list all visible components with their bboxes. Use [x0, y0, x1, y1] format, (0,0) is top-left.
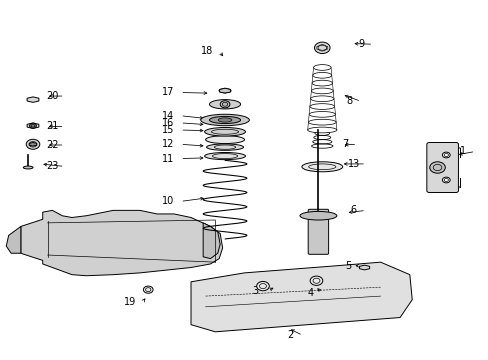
Text: 20: 20 [46, 91, 59, 101]
Circle shape [26, 139, 40, 149]
Ellipse shape [218, 118, 231, 122]
Polygon shape [29, 143, 37, 146]
Text: 14: 14 [162, 111, 174, 121]
FancyBboxPatch shape [426, 143, 458, 193]
Ellipse shape [209, 100, 240, 109]
Text: 3: 3 [252, 286, 258, 296]
Text: 18: 18 [201, 46, 213, 57]
Ellipse shape [309, 104, 334, 109]
Text: 22: 22 [46, 140, 59, 150]
FancyBboxPatch shape [307, 209, 328, 254]
Text: 19: 19 [124, 297, 136, 307]
Text: 4: 4 [306, 288, 312, 297]
Ellipse shape [307, 127, 336, 133]
Polygon shape [359, 265, 369, 270]
Text: 17: 17 [162, 87, 174, 98]
Polygon shape [27, 97, 39, 102]
Ellipse shape [308, 112, 335, 117]
Ellipse shape [311, 88, 332, 94]
Text: 7: 7 [341, 139, 347, 149]
Text: 21: 21 [46, 121, 59, 131]
Circle shape [442, 152, 449, 158]
Text: 1: 1 [459, 147, 466, 157]
Polygon shape [27, 123, 39, 129]
Text: 12: 12 [162, 139, 174, 149]
Ellipse shape [311, 80, 332, 86]
Text: 5: 5 [344, 261, 350, 271]
Circle shape [220, 101, 229, 108]
Text: 9: 9 [357, 39, 364, 49]
Polygon shape [21, 210, 222, 276]
Ellipse shape [204, 153, 245, 159]
Ellipse shape [301, 162, 342, 172]
Ellipse shape [310, 96, 333, 102]
Polygon shape [6, 226, 21, 253]
Ellipse shape [308, 119, 335, 125]
Ellipse shape [209, 116, 240, 123]
Text: 8: 8 [346, 96, 351, 107]
Text: 10: 10 [162, 197, 174, 206]
Text: 16: 16 [162, 118, 174, 128]
Ellipse shape [299, 211, 336, 220]
Polygon shape [191, 262, 411, 332]
Text: 23: 23 [46, 161, 59, 171]
Circle shape [442, 177, 449, 183]
Circle shape [30, 123, 36, 128]
Circle shape [309, 276, 322, 285]
Ellipse shape [201, 114, 249, 126]
Circle shape [314, 42, 329, 54]
Text: 2: 2 [287, 330, 293, 341]
Text: 11: 11 [162, 154, 174, 163]
Circle shape [256, 282, 269, 291]
Ellipse shape [205, 136, 244, 144]
Ellipse shape [204, 127, 245, 136]
Circle shape [429, 162, 445, 173]
Ellipse shape [23, 166, 33, 169]
Text: 15: 15 [162, 125, 174, 135]
Ellipse shape [313, 64, 330, 70]
Ellipse shape [206, 144, 243, 150]
Polygon shape [219, 88, 230, 93]
Text: 6: 6 [350, 205, 356, 215]
Text: 13: 13 [347, 159, 359, 169]
Circle shape [143, 286, 153, 293]
Ellipse shape [312, 72, 331, 78]
Polygon shape [203, 223, 220, 258]
